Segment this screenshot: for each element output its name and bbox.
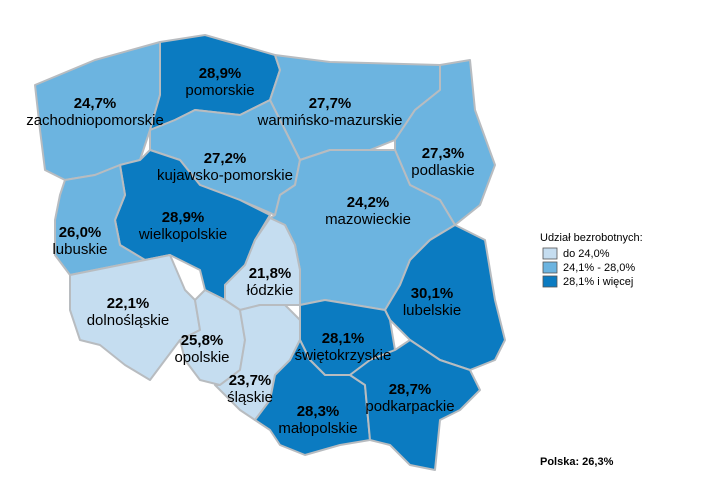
legend-label: 24,1% - 28,0% [563,262,635,274]
region-name: świętokrzyskie [295,347,392,364]
region-name: łódzkie [247,282,294,299]
region-value: 23,7% [229,372,272,389]
region-value: 21,8% [249,265,292,282]
region-value: 27,7% [309,95,352,112]
region [254,339,371,456]
labels: 24,7%zachodniopomorskie28,9%pomorskie27,… [26,65,474,437]
region-name: śląskie [227,389,273,406]
region-name: dolnośląskie [87,312,170,329]
legend-swatch [542,275,558,288]
region-name: lubelskie [403,302,461,319]
region-name: lubuskie [52,241,107,258]
region-value: 24,2% [347,194,390,211]
region-value: 26,0% [59,224,102,241]
legend-swatch [542,261,558,274]
region-name: mazowieckie [325,211,411,228]
region-name: wielkopolskie [138,226,227,243]
region-name: opolskie [174,349,229,366]
legend-title: Udział bezrobotnych: [540,232,643,244]
region-value: 28,9% [199,65,242,82]
legend-label: 28,1% i więcej [563,276,633,288]
legend-label: do 24,0% [563,248,610,260]
region [349,339,481,471]
footer: Polska: 26,3% [540,456,614,468]
region-value: 28,9% [162,209,205,226]
region-value: 27,3% [422,145,465,162]
region-value: 28,3% [297,403,340,420]
region-value: 24,7% [74,95,117,112]
region-name: zachodniopomorskie [26,112,164,129]
region-value: 30,1% [411,285,454,302]
region-name: pomorskie [185,82,254,99]
legend: Udział bezrobotnych: do 24,0% 24,1% - 28,… [540,232,643,288]
region-value: 22,1% [107,295,150,312]
region-name: małopolskie [278,420,357,437]
region-name: kujawsko-pomorskie [157,167,293,184]
region-value: 25,8% [181,332,224,349]
region-value: 27,2% [204,150,247,167]
regions [34,34,506,471]
region-name: warmińsko-mazurskie [256,112,402,129]
legend-swatch [542,247,558,260]
region-value: 28,7% [389,381,432,398]
region-value: 28,1% [322,330,365,347]
region-name: podlaskie [411,162,474,179]
region-name: podkarpackie [365,398,454,415]
